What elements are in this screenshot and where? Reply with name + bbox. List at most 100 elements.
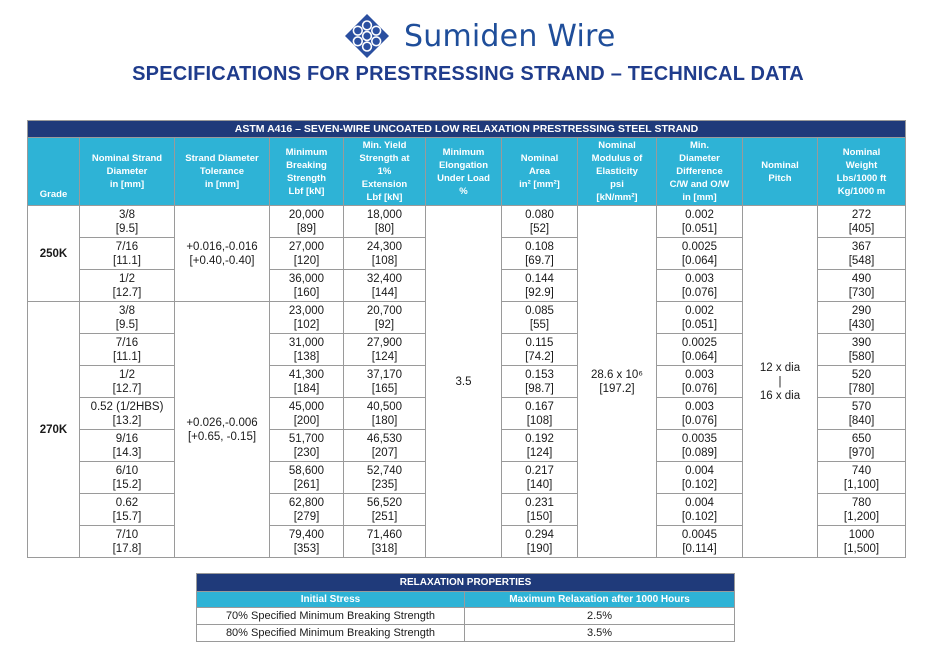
yield-strength-cell: 24,300 [108] xyxy=(343,237,426,270)
breaking-strength-cell: 31,000 [138] xyxy=(269,333,344,366)
table-row: 6/10 [15.2] 58,600 [261] 52,740 [235] 0.217 [14… xyxy=(28,461,906,494)
diameter-difference-cell: 0.003 [0.076] xyxy=(656,365,743,398)
diameter-difference-cell: 0.0025 [0.064] xyxy=(656,237,743,270)
area-cell: 0.217 [140] xyxy=(501,461,578,494)
weight-cell: 272 [405] xyxy=(817,205,906,238)
table-banner: ASTM A416 – SEVEN-WIRE UNCOATED LOW RELA… xyxy=(27,120,906,138)
yield-strength-cell: 37,170 [165] xyxy=(343,365,426,398)
diameter-difference-cell: 0.004 [0.102] xyxy=(656,493,743,526)
weight-cell: 390 [580] xyxy=(817,333,906,366)
area-cell: 0.144 [92.9] xyxy=(501,269,578,302)
table-row: 7/16 [11.1] 27,000 [120] 24,300 [108] 0.108 [69… xyxy=(28,237,906,270)
strand-spec-table: ASTM A416 – SEVEN-WIRE UNCOATED LOW RELA… xyxy=(27,120,906,558)
diameter-difference-cell: 0.002 [0.051] xyxy=(656,205,743,238)
yield-strength-cell: 40,500 [180] xyxy=(343,397,426,430)
table-row: 1/2 [12.7] 41,300 [184] 37,170 [165] 0.153 [98.… xyxy=(28,365,906,398)
header-grade: Grade xyxy=(27,137,80,206)
header-elongation: Minimum Elongation Under Load% xyxy=(425,137,502,206)
breaking-strength-cell: 51,700 [230] xyxy=(269,429,344,462)
diameter-cell: 6/10 [15.2] xyxy=(79,461,175,494)
area-cell: 0.192 [124] xyxy=(501,429,578,462)
table-row: 0.62 [15.7] 62,800 [279] 56,520 [251] 0.231 [15… xyxy=(28,493,906,526)
header-row: Grade Nominal Strand Diameter in [mm] Stra… xyxy=(27,137,906,206)
area-cell: 0.085 [55] xyxy=(501,301,578,334)
diameter-cell: 7/10 [17.8] xyxy=(79,525,175,558)
breaking-strength-cell: 20,000 [89] xyxy=(269,205,344,238)
diameter-cell: 7/16 [11.1] xyxy=(79,237,175,270)
area-cell: 0.115 [74.2] xyxy=(501,333,578,366)
header-max-relaxation: Maximum Relaxation after 1000 Hours xyxy=(464,591,735,608)
tolerance-cell: +0.026,-0.006 [+0.65, -0.15] xyxy=(174,301,270,558)
elongation-cell: 3.5 xyxy=(425,205,502,558)
brand-name: Sumiden Wire xyxy=(404,18,616,54)
weight-cell: 520 [780] xyxy=(817,365,906,398)
diameter-difference-cell: 0.004 [0.102] xyxy=(656,461,743,494)
relaxation-row: 70% Specified Minimum Breaking Strength … xyxy=(196,607,735,625)
diameter-cell: 9/16 [14.3] xyxy=(79,429,175,462)
yield-strength-cell: 18,000 [80] xyxy=(343,205,426,238)
yield-strength-cell: 46,530 [207] xyxy=(343,429,426,462)
pitch-cell: 12 x dia | 16 x dia xyxy=(742,205,818,558)
area-cell: 0.294 [190] xyxy=(501,525,578,558)
relaxation-table: RELAXATION PROPERTIES Initial Stress Max… xyxy=(196,573,735,642)
weight-cell: 570 [840] xyxy=(817,397,906,430)
diameter-difference-cell: 0.0035 [0.089] xyxy=(656,429,743,462)
page-title: SPECIFICATIONS FOR PRESTRESSING STRAND –… xyxy=(132,63,804,85)
relaxation-row: 80% Specified Minimum Breaking Strength … xyxy=(196,624,735,642)
diameter-difference-cell: 0.003 [0.076] xyxy=(656,269,743,302)
max-relaxation-cell: 3.5% xyxy=(464,624,735,642)
header-pitch: Nominal Pitch xyxy=(742,137,818,206)
modulus-cell: 28.6 x 10⁶ [197.2] xyxy=(577,205,657,558)
table-row: 7/10 [17.8] 79,400 [353] 71,460 [318] 0.294 [19… xyxy=(28,525,906,558)
yield-strength-cell: 56,520 [251] xyxy=(343,493,426,526)
table-row: 250K 3/8 [9.5] +0.016,-0.016 [+0.40,-0.40] 20… xyxy=(27,205,906,558)
max-relaxation-cell: 2.5% xyxy=(464,607,735,625)
diameter-difference-cell: 0.0045 [0.114] xyxy=(656,525,743,558)
diameter-cell: 3/8 [9.5] xyxy=(79,205,175,238)
breaking-strength-cell: 45,000 [200] xyxy=(269,397,344,430)
diameter-cell: 0.62 [15.7] xyxy=(79,493,175,526)
breaking-strength-cell: 41,300 [184] xyxy=(269,365,344,398)
header-modulus: Nominal Modulus of Elasticity psi [kN/mm²] xyxy=(577,137,657,206)
brand-logo: Sumiden Wire xyxy=(344,14,616,58)
weight-cell: 780 [1,200] xyxy=(817,493,906,526)
table-row: 9/16 [14.3] 51,700 [230] 46,530 [207] 0.192 [12… xyxy=(28,429,906,462)
header-diameter: Nominal Strand Diameter in [mm] xyxy=(79,137,175,206)
initial-stress-cell: 70% Specified Minimum Breaking Strength xyxy=(196,607,465,625)
weight-cell: 740 [1,100] xyxy=(817,461,906,494)
yield-strength-cell: 52,740 [235] xyxy=(343,461,426,494)
diameter-cell: 7/16 [11.1] xyxy=(79,333,175,366)
weight-cell: 650 [970] xyxy=(817,429,906,462)
tolerance-cell: +0.016,-0.016 [+0.40,-0.40] xyxy=(174,205,270,302)
breaking-strength-cell: 58,600 [261] xyxy=(269,461,344,494)
weight-cell: 367 [548] xyxy=(817,237,906,270)
breaking-strength-cell: 79,400 [353] xyxy=(269,525,344,558)
relaxation-banner: RELAXATION PROPERTIES xyxy=(196,573,735,592)
weight-cell: 290 [430] xyxy=(817,301,906,334)
breaking-strength-cell: 23,000 [102] xyxy=(269,301,344,334)
area-cell: 0.231 [150] xyxy=(501,493,578,526)
header-weight: Nominal Weight Lbs/1000 ft Kg/1000 m xyxy=(817,137,906,206)
grade-cell: 270K xyxy=(27,301,80,558)
area-cell: 0.167 [108] xyxy=(501,397,578,430)
grade-cell: 250K xyxy=(27,205,80,302)
yield-strength-cell: 20,700 [92] xyxy=(343,301,426,334)
strand-cross-section-icon xyxy=(345,14,389,58)
table-row: 7/16 [11.1] 31,000 [138] 27,900 [124] 0.115 [74… xyxy=(28,333,906,366)
breaking-strength-cell: 62,800 [279] xyxy=(269,493,344,526)
area-cell: 0.108 [69.7] xyxy=(501,237,578,270)
header-yield-strength: Min. Yield Strength at 1% Extension Lbf [kN] xyxy=(343,137,426,206)
weight-cell: 490 [730] xyxy=(817,269,906,302)
diameter-cell: 3/8 [9.5] xyxy=(79,301,175,334)
diameter-cell: 0.52 (1/2HBS) [13.2] xyxy=(79,397,175,430)
weight-cell: 1000 [1,500] xyxy=(817,525,906,558)
yield-strength-cell: 27,900 [124] xyxy=(343,333,426,366)
area-cell: 0.153 [98.7] xyxy=(501,365,578,398)
header-initial-stress: Initial Stress xyxy=(196,591,465,608)
area-cell: 0.080 [52] xyxy=(501,205,578,238)
header-tolerance: Strand Diameter Tolerance in [mm] xyxy=(174,137,270,206)
yield-strength-cell: 32,400 [144] xyxy=(343,269,426,302)
diameter-cell: 1/2 [12.7] xyxy=(79,365,175,398)
breaking-strength-cell: 27,000 [120] xyxy=(269,237,344,270)
breaking-strength-cell: 36,000 [160] xyxy=(269,269,344,302)
